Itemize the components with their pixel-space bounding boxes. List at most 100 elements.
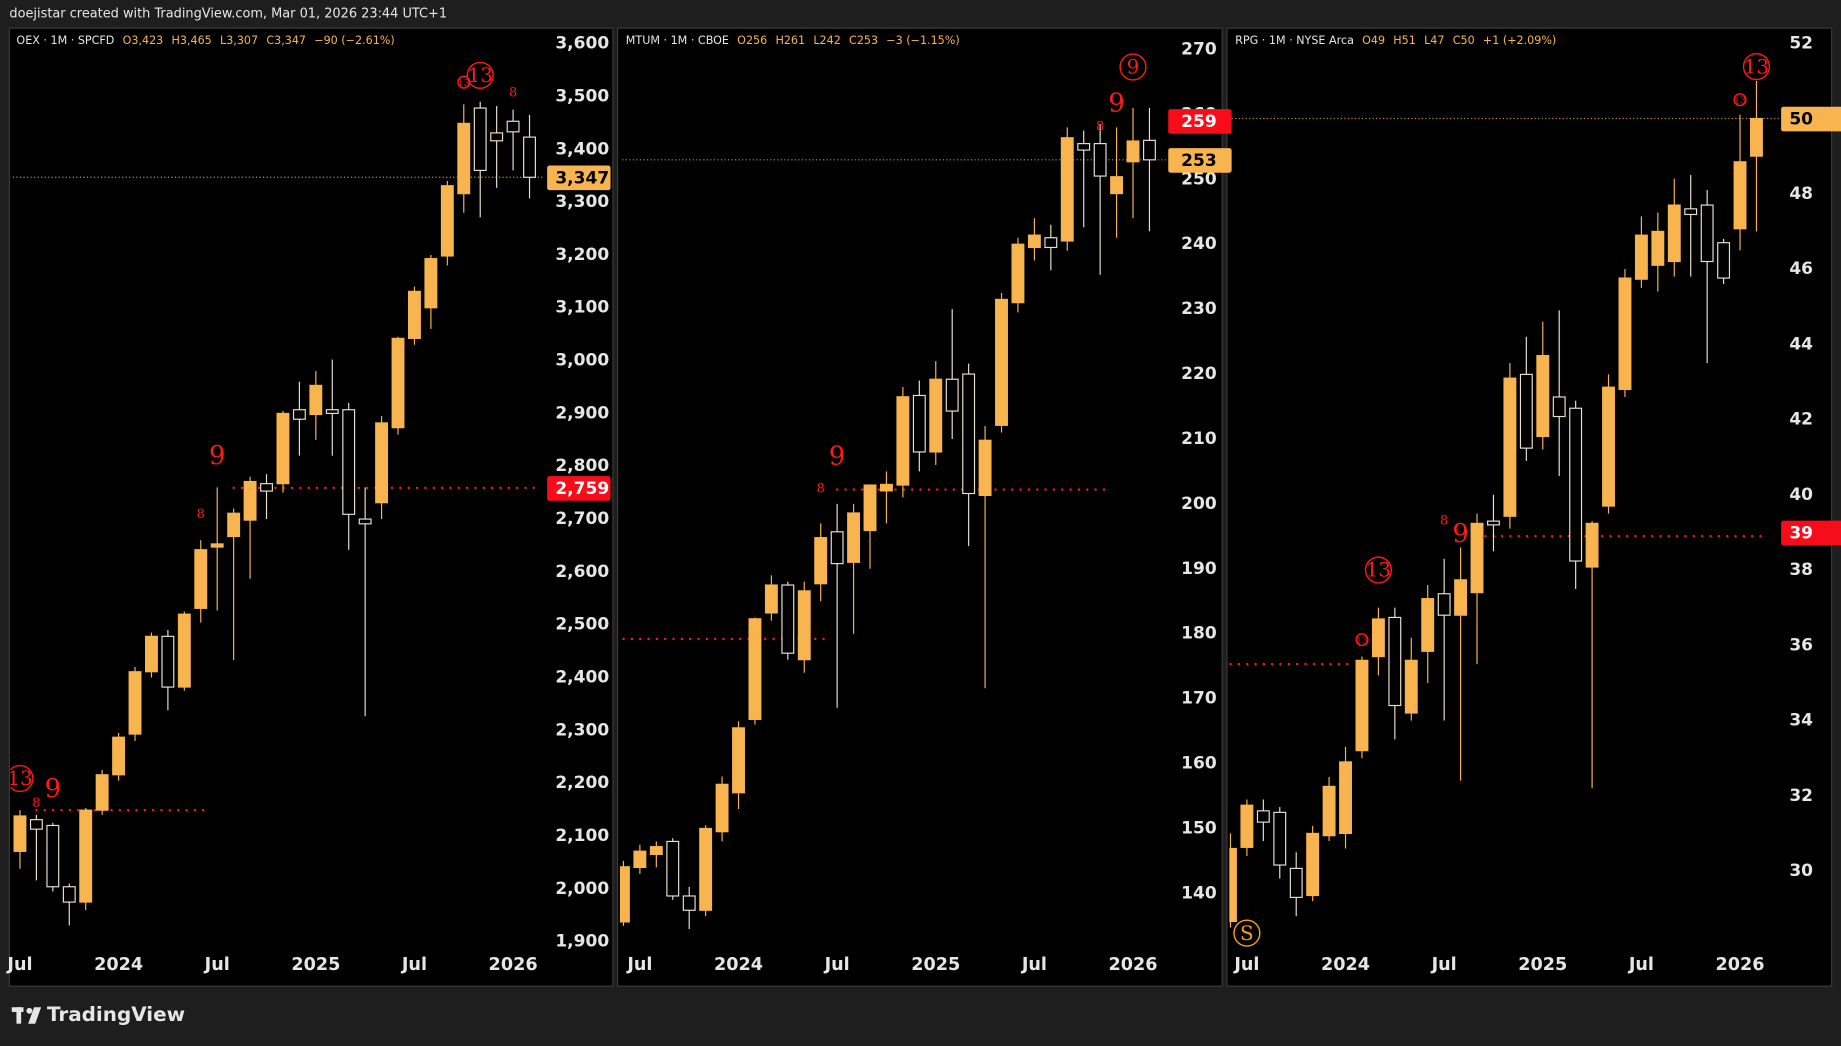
x-tick-label: Jul: [1628, 955, 1654, 975]
y-tick-label: 2,700: [555, 509, 609, 529]
price-label-box: [1168, 109, 1232, 134]
y-tick-label: 210: [1181, 429, 1217, 449]
candle-body: [830, 531, 844, 565]
annotation-ring: [1119, 53, 1147, 81]
candle-body: [210, 543, 224, 548]
candle-body: [814, 537, 828, 585]
td-annotation: 8: [1440, 514, 1448, 529]
candle-body: [1011, 243, 1025, 304]
ohlc-value: −90 (−2.61%): [314, 34, 394, 47]
candle-body: [1404, 659, 1418, 714]
x-tick-label: 2026: [1716, 955, 1765, 975]
candle-body: [128, 671, 142, 735]
candle-body: [962, 373, 976, 495]
candle-body: [1569, 407, 1583, 562]
chart-title: OEX · 1M · SPCFD: [16, 34, 114, 47]
candle-body: [797, 590, 811, 661]
y-tick-label: 2,800: [555, 456, 609, 476]
td-annotation: 9: [1108, 89, 1124, 119]
y-tick-label: 3,500: [555, 86, 609, 106]
y-tick-label: 2,300: [555, 720, 609, 740]
x-tick-label: 2024: [94, 955, 143, 975]
chart-title: RPG · 1M · NYSE Arca: [1235, 34, 1354, 47]
y-tick-label: 270: [1181, 39, 1217, 59]
candle-body: [1536, 354, 1550, 438]
candle-body: [1355, 659, 1369, 752]
y-tick-label: 3,200: [555, 245, 609, 265]
candle-body: [1371, 618, 1385, 658]
y-tick-label: 32: [1789, 786, 1813, 806]
y-tick-label: 40: [1789, 485, 1813, 505]
candle-body: [1240, 804, 1254, 848]
candle-body: [781, 584, 795, 654]
price-label-box: [547, 476, 611, 501]
y-tick-label: 48: [1789, 184, 1813, 204]
ohlc-value: H3,465: [172, 34, 212, 47]
candle-body: [1339, 761, 1352, 835]
price-label-box: [547, 165, 611, 191]
candle-body: [978, 439, 992, 497]
candle-body: [112, 736, 126, 776]
footer-logo: TradingView: [47, 1002, 185, 1026]
td-annotation: 13: [458, 78, 470, 89]
candle-body: [1552, 396, 1566, 418]
candle-body: [506, 120, 520, 133]
candle-body: [1585, 522, 1599, 568]
tv-logo-mark: [11, 1007, 42, 1024]
candle-body: [1306, 832, 1320, 897]
y-tick-label: 150: [1181, 818, 1217, 838]
candle-body: [243, 480, 257, 521]
price-label: 2,759: [555, 479, 609, 499]
candle-body: [1093, 143, 1107, 177]
td-annotation: 9: [1452, 519, 1468, 549]
candle-body: [95, 774, 109, 811]
y-tick-label: 2,900: [555, 403, 609, 423]
candle-body: [325, 409, 339, 414]
annotation-ring: [1742, 52, 1771, 81]
y-tick-label: 2,200: [555, 773, 609, 793]
candle-body: [292, 409, 306, 420]
candle-body: [1077, 143, 1091, 151]
candle-body: [1044, 237, 1058, 249]
y-tick-label: 3,000: [555, 351, 609, 371]
ohlc-value: O49: [1362, 34, 1385, 47]
td-annotation: 9: [1127, 55, 1140, 79]
y-tick-label: 42: [1789, 410, 1813, 430]
ohlc-value: L47: [1424, 34, 1444, 47]
y-tick-label: 140: [1181, 883, 1217, 903]
y-tick-label: 3,300: [555, 192, 609, 212]
ohlc-value: −3 (−1.15%): [886, 34, 959, 47]
price-label-box: [1168, 148, 1232, 173]
candle-body: [375, 422, 389, 504]
candle-body: [13, 815, 27, 852]
candle-body: [1733, 161, 1747, 230]
x-tick-label: 2024: [1321, 955, 1370, 975]
y-tick-label: 2,400: [555, 668, 609, 688]
chart-header: OEX · 1M · SPCFD O3,423 H3,465 L3,307 C3,347…: [16, 34, 394, 47]
candle-body: [929, 378, 943, 453]
candle-body: [79, 809, 93, 903]
candle-body: [62, 886, 76, 903]
x-tick-label: Jul: [204, 955, 230, 975]
x-tick-label: 2026: [1109, 955, 1158, 975]
candle-body: [732, 727, 745, 794]
y-tick-label: 160: [1181, 754, 1217, 774]
td-annotation: 9: [209, 441, 225, 471]
td-annotation: 8: [197, 507, 205, 522]
td-annotation: 8: [817, 481, 825, 496]
candle-body: [1602, 386, 1615, 507]
candle-body: [1289, 867, 1303, 898]
candle-body: [1256, 810, 1270, 823]
candle-body: [1684, 208, 1698, 216]
candle-body: [715, 783, 729, 833]
td-annotation: 13: [468, 63, 493, 87]
td-annotation: 9: [45, 774, 61, 804]
candle-body: [29, 819, 43, 830]
x-tick-label: 2025: [1518, 955, 1567, 975]
td-annotation: 8: [32, 796, 40, 811]
candle-body: [408, 290, 421, 339]
candle-body: [633, 850, 647, 869]
td-annotation: 13: [7, 766, 32, 790]
